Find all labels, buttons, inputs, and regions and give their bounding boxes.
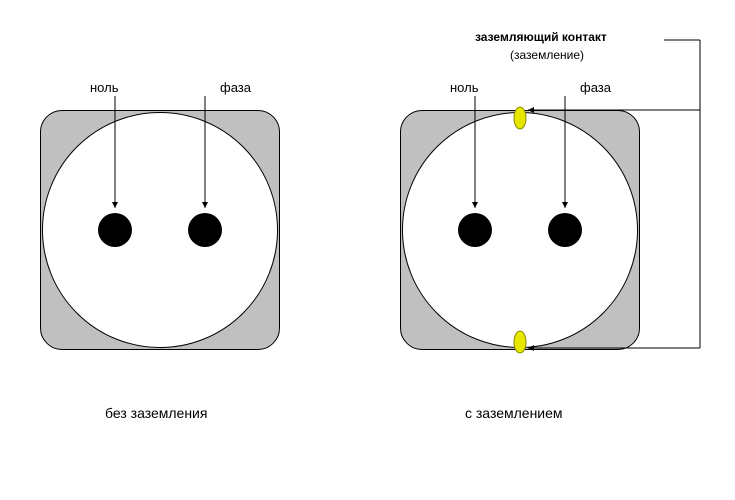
- right-socket-circle: [402, 112, 638, 348]
- right-phase-hole: [548, 213, 582, 247]
- right-caption: с заземлением: [465, 405, 563, 421]
- left-neutral-label: ноль: [90, 80, 118, 95]
- right-neutral-label: ноль: [450, 80, 478, 95]
- right-phase-label: фаза: [580, 80, 611, 95]
- ground-label-subtitle: (заземление): [510, 48, 584, 62]
- left-phase-label: фаза: [220, 80, 251, 95]
- right-neutral-hole: [458, 213, 492, 247]
- left-socket-circle: [42, 112, 278, 348]
- left-phase-hole: [188, 213, 222, 247]
- left-caption: без заземления: [105, 405, 207, 421]
- ground-label-title: заземляющий контакт: [475, 30, 607, 44]
- left-neutral-hole: [98, 213, 132, 247]
